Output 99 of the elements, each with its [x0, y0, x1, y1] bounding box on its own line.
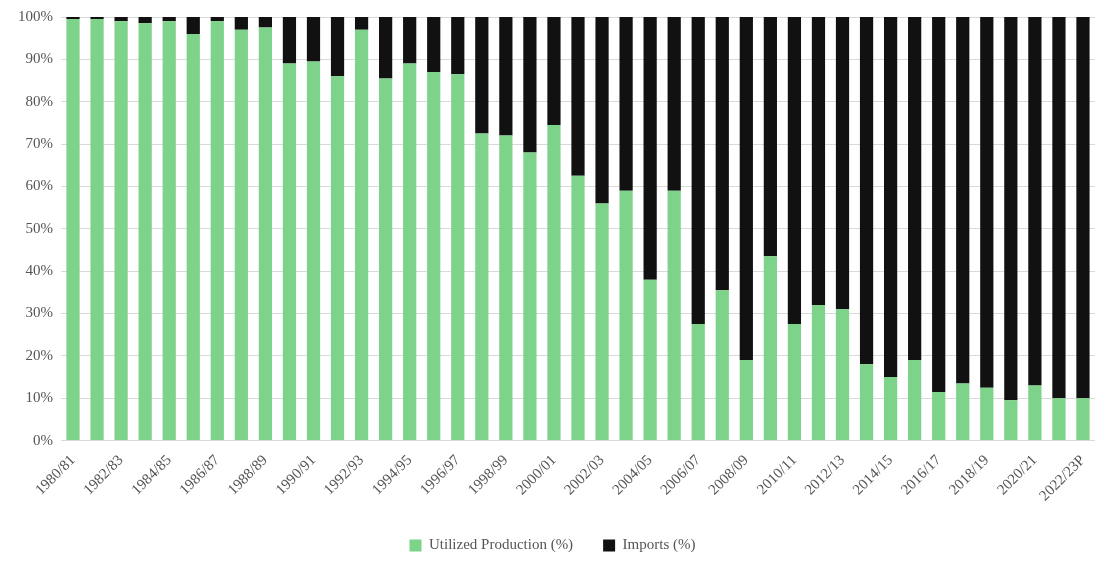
bar [932, 391, 946, 441]
bar [210, 21, 224, 441]
bar [186, 33, 200, 441]
bar [499, 135, 513, 441]
bar [715, 17, 729, 291]
bar [66, 19, 80, 441]
bar [739, 360, 753, 441]
legend-label: Utilized Production (%) [428, 536, 574, 554]
bar [138, 17, 152, 24]
bar [787, 17, 802, 325]
bar [908, 360, 922, 441]
bar [595, 203, 609, 441]
bar [980, 387, 994, 441]
bar [715, 290, 729, 441]
bar [234, 29, 248, 441]
bar [403, 17, 417, 64]
bar [475, 17, 489, 134]
bar [451, 74, 465, 441]
bar [691, 324, 705, 441]
bar [835, 17, 850, 310]
bar [571, 17, 585, 176]
bar [619, 190, 633, 441]
bar [691, 17, 705, 325]
bar [1028, 385, 1042, 441]
y-tick-label: 20% [25, 346, 53, 363]
bar [1076, 17, 1090, 399]
bar [403, 63, 417, 441]
bar [114, 21, 128, 441]
bar [763, 17, 777, 257]
bar [547, 125, 561, 441]
bar [379, 78, 393, 441]
bar [138, 23, 152, 441]
bar [162, 21, 176, 441]
bar [643, 17, 657, 280]
bar [499, 17, 513, 136]
bar [306, 61, 321, 441]
y-tick-label: 60% [25, 177, 53, 194]
bar [379, 17, 393, 79]
bar [427, 17, 441, 73]
bar [330, 76, 345, 441]
bar [739, 17, 753, 361]
bar [980, 17, 994, 388]
bar [1004, 400, 1018, 441]
bar [547, 17, 561, 126]
bar [667, 190, 681, 441]
bar [475, 133, 489, 441]
bar [354, 29, 369, 441]
y-tick-label: 40% [25, 262, 53, 279]
bar [1052, 17, 1066, 399]
bar [811, 17, 826, 306]
bar [908, 17, 922, 361]
bar [619, 17, 633, 191]
bar [595, 17, 609, 204]
bar [162, 17, 176, 22]
bar [763, 256, 777, 441]
bar [883, 17, 898, 378]
y-tick-label: 0% [33, 431, 53, 448]
bar [1028, 17, 1042, 386]
bar [258, 27, 272, 441]
bar [306, 17, 321, 62]
bar [210, 17, 224, 22]
bar [66, 17, 80, 20]
bar [956, 17, 970, 384]
bar [114, 17, 128, 22]
bar [282, 17, 297, 64]
y-tick-label: 90% [25, 50, 53, 67]
bar [90, 19, 104, 441]
bar [282, 63, 297, 441]
bar [90, 17, 104, 20]
bar [571, 175, 585, 441]
bar [932, 17, 946, 392]
bar [234, 17, 248, 30]
bar [859, 364, 874, 441]
bar [859, 17, 874, 365]
y-tick-label: 100% [18, 7, 53, 24]
y-tick-label: 80% [25, 92, 53, 109]
bar [1076, 398, 1090, 441]
bar [883, 377, 898, 441]
bar [523, 17, 537, 153]
bar [427, 72, 441, 441]
bar [186, 17, 200, 34]
bar [956, 383, 970, 441]
y-tick-label: 50% [25, 219, 53, 236]
y-tick-label: 10% [25, 389, 53, 406]
bar [811, 305, 826, 441]
bar [1052, 398, 1066, 441]
y-tick-label: 30% [25, 304, 53, 321]
bar [258, 17, 272, 28]
bar [451, 17, 465, 75]
bar [643, 279, 657, 441]
bar [330, 17, 345, 77]
bar [787, 324, 802, 441]
bar [835, 309, 850, 441]
bar [667, 17, 681, 191]
y-tick-label: 70% [25, 135, 53, 152]
bar [354, 17, 369, 30]
legend-label: Imports (%) [622, 536, 696, 554]
bar [523, 152, 537, 441]
bar [1004, 17, 1018, 401]
